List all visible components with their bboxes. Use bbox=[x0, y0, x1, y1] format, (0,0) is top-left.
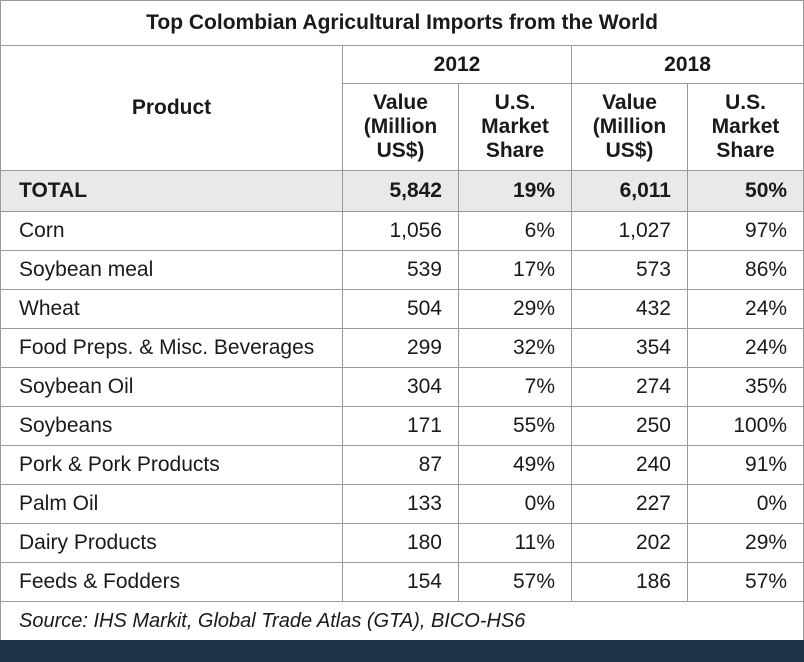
product-name: Feeds & Fodders bbox=[0, 562, 343, 602]
header-share-line: Share bbox=[485, 139, 545, 162]
share-2012: 7% bbox=[458, 367, 572, 407]
value-2012: 304 bbox=[342, 367, 459, 407]
product-name: Soybeans bbox=[0, 406, 343, 446]
header-value-line: Value bbox=[602, 91, 657, 114]
value-2012: 180 bbox=[342, 523, 459, 563]
table-title: Top Colombian Agricultural Imports from … bbox=[0, 0, 804, 46]
table-row: Soybean Oil 304 7% 274 35% bbox=[0, 367, 804, 407]
share-2012: 11% bbox=[458, 523, 572, 563]
share-2018: 24% bbox=[686, 328, 804, 368]
value-2018: 240 bbox=[571, 445, 688, 485]
share-2018: 97% bbox=[686, 211, 804, 251]
product-name: Wheat bbox=[0, 289, 343, 329]
value-2018: 573 bbox=[571, 250, 688, 290]
share-2012: 0% bbox=[458, 484, 572, 524]
share-2018: 0% bbox=[686, 484, 804, 524]
header-share-line: Market bbox=[481, 115, 549, 138]
footer-bar bbox=[0, 640, 804, 662]
header-share-line: U.S. bbox=[494, 91, 536, 114]
share-2018: 24% bbox=[686, 289, 804, 329]
value-2012: 504 bbox=[342, 289, 459, 329]
share-2012: 57% bbox=[458, 562, 572, 602]
header-product: Product bbox=[0, 45, 343, 171]
product-name: Soybean Oil bbox=[0, 367, 343, 407]
header-value-line: (Million bbox=[363, 115, 438, 138]
header-share-line: Share bbox=[716, 139, 775, 162]
total-value-2012: 5,842 bbox=[342, 170, 459, 212]
share-2018: 100% bbox=[686, 406, 804, 446]
table-row: Food Preps. & Misc. Beverages 299 32% 35… bbox=[0, 328, 804, 368]
product-name: Soybean meal bbox=[0, 250, 343, 290]
total-share-2018: 50% bbox=[686, 170, 804, 212]
header-value-line: Value bbox=[373, 91, 428, 114]
share-2012: 32% bbox=[458, 328, 572, 368]
header-share-2012: U.S. Market Share bbox=[458, 83, 572, 171]
share-2018: 86% bbox=[686, 250, 804, 290]
table-row: Palm Oil 133 0% 227 0% bbox=[0, 484, 804, 524]
header-year-2018: 2018 bbox=[570, 45, 804, 84]
total-share-2012: 19% bbox=[458, 170, 572, 212]
source-row: Source: IHS Markit, Global Trade Atlas (… bbox=[0, 601, 804, 641]
share-2012: 17% bbox=[458, 250, 572, 290]
source-note: Source: IHS Markit, Global Trade Atlas (… bbox=[0, 601, 804, 641]
share-2018: 35% bbox=[686, 367, 804, 407]
table-row: Pork & Pork Products 87 49% 240 91% bbox=[0, 445, 804, 485]
value-2012: 539 bbox=[342, 250, 459, 290]
value-2018: 250 bbox=[571, 406, 688, 446]
imports-table: Top Colombian Agricultural Imports from … bbox=[0, 0, 804, 641]
header-share-line: U.S. bbox=[725, 91, 766, 114]
value-2012: 154 bbox=[342, 562, 459, 602]
value-2018: 227 bbox=[571, 484, 688, 524]
total-label: TOTAL bbox=[0, 170, 343, 212]
header-value-line: US$) bbox=[605, 139, 654, 162]
header-value-2018: Value (Million US$) bbox=[571, 83, 688, 171]
share-2018: 29% bbox=[686, 523, 804, 563]
value-2012: 1,056 bbox=[342, 211, 459, 251]
product-name: Palm Oil bbox=[0, 484, 343, 524]
product-name: Pork & Pork Products bbox=[0, 445, 343, 485]
value-2012: 171 bbox=[342, 406, 459, 446]
share-2012: 49% bbox=[458, 445, 572, 485]
product-name: Dairy Products bbox=[0, 523, 343, 563]
product-name: Corn bbox=[0, 211, 343, 251]
header-share-2018: U.S. Market Share bbox=[686, 83, 804, 171]
share-2012: 29% bbox=[458, 289, 572, 329]
header-share-line: Market bbox=[711, 115, 780, 138]
value-2018: 1,027 bbox=[571, 211, 688, 251]
header-year-2012: 2012 bbox=[342, 45, 572, 84]
imports-table-container: Top Colombian Agricultural Imports from … bbox=[0, 0, 804, 641]
header-value-line: (Million bbox=[592, 115, 667, 138]
value-2018: 186 bbox=[571, 562, 688, 602]
value-2012: 133 bbox=[342, 484, 459, 524]
table-row: Soybeans 171 55% 250 100% bbox=[0, 406, 804, 446]
table-row: Feeds & Fodders 154 57% 186 57% bbox=[0, 562, 804, 602]
share-2012: 6% bbox=[458, 211, 572, 251]
table-row: Soybean meal 539 17% 573 86% bbox=[0, 250, 804, 290]
share-2012: 55% bbox=[458, 406, 572, 446]
share-2018: 91% bbox=[686, 445, 804, 485]
total-value-2018: 6,011 bbox=[571, 170, 688, 212]
header-value-line: US$) bbox=[376, 139, 425, 162]
value-2018: 274 bbox=[571, 367, 688, 407]
share-2018: 57% bbox=[686, 562, 804, 602]
value-2018: 202 bbox=[571, 523, 688, 563]
table-row: Wheat 504 29% 432 24% bbox=[0, 289, 804, 329]
total-row: TOTAL 5,842 19% 6,011 50% bbox=[0, 170, 804, 212]
value-2012: 299 bbox=[342, 328, 459, 368]
table-row: Corn 1,056 6% 1,027 97% bbox=[0, 211, 804, 251]
table-row: Dairy Products 180 11% 202 29% bbox=[0, 523, 804, 563]
header-value-2012: Value (Million US$) bbox=[342, 83, 459, 171]
value-2018: 432 bbox=[571, 289, 688, 329]
product-name: Food Preps. & Misc. Beverages bbox=[0, 328, 343, 368]
value-2012: 87 bbox=[342, 445, 459, 485]
value-2018: 354 bbox=[571, 328, 688, 368]
